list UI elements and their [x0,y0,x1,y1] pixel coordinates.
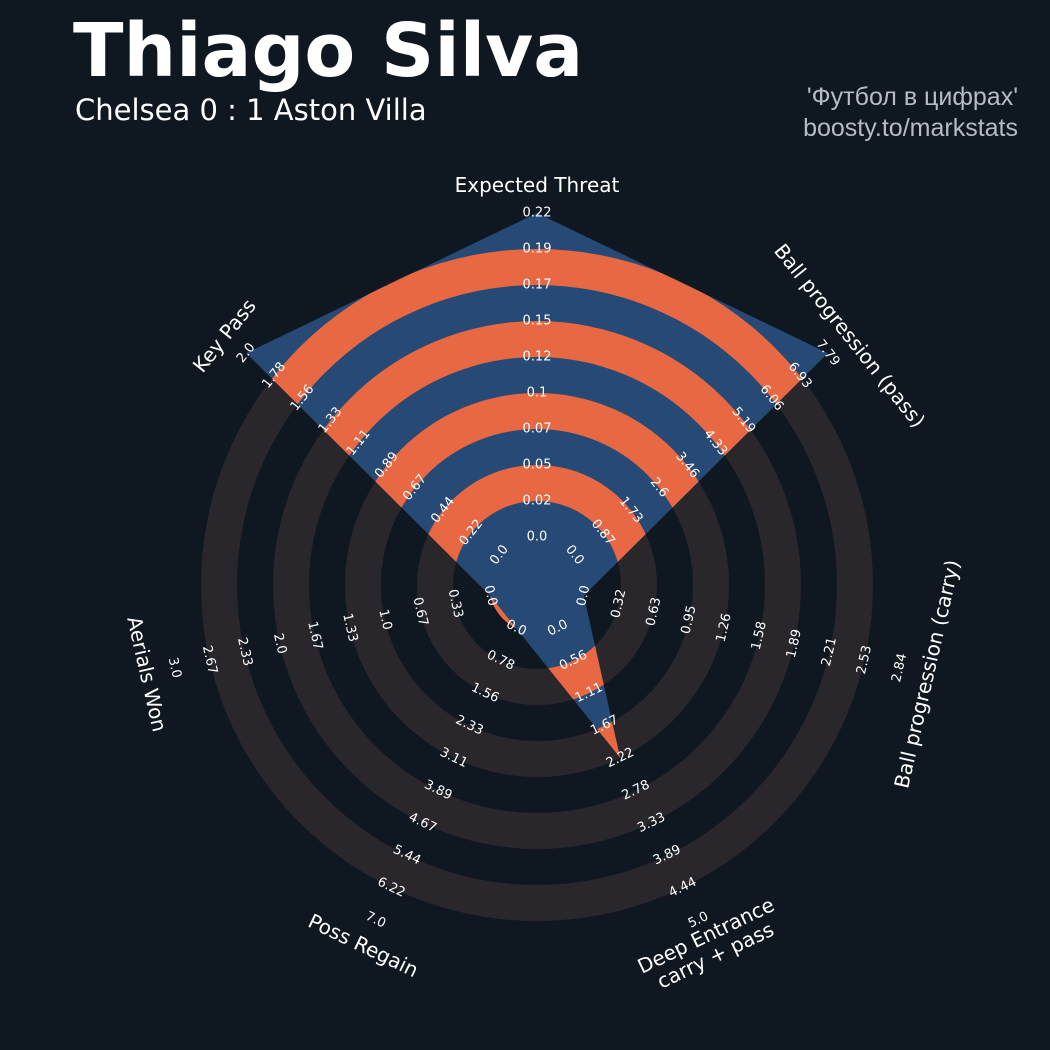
tick-label: 0.0 [574,584,593,608]
axis-label-line: Aerials Won [122,614,172,734]
credit-block: 'Футбол в цифрах' boosty.to/markstats [803,82,1018,143]
axis-label-line: Expected Threat [455,173,620,197]
tick-label: 0.19 [523,242,552,257]
tick-label: 0.33 [445,588,466,620]
player-name: Thiago Silva [73,8,584,94]
tick-label: 0.07 [523,422,552,437]
tick-label: 1.58 [749,620,770,652]
tick-label: 1.0 [375,608,394,632]
tick-label: 7.0 [363,909,388,931]
axis-label: Expected Threat [455,173,620,197]
credit-line-2: boosty.to/markstats [803,113,1018,142]
tick-label: 3.0 [165,656,184,680]
tick-label: 2.84 [889,652,910,684]
tick-label: 2.33 [234,636,255,668]
axis-label: Deep Entrancecarry + pass [634,892,788,998]
tick-label: 0.12 [523,350,552,365]
tick-label: 2.0 [234,340,259,366]
axis-label: Aerials Won [122,614,172,734]
tick-label: 1.26 [714,612,735,644]
tick-label: 0.32 [608,588,629,620]
match-title: Chelsea 0 : 1 Aston Villa [75,93,427,127]
tick-label: 2.53 [854,644,875,676]
tick-label: 0.0 [481,584,500,608]
tick-label: 0.95 [679,604,700,636]
tick-label: 2.67 [199,644,220,676]
tick-label: 2.0 [270,632,289,656]
tick-label: 2.21 [819,636,840,668]
tick-label: 0.17 [523,278,552,293]
axis-label: Key Pass [188,294,261,377]
tick-label: 0.15 [523,314,552,329]
tick-label: 0.22 [523,206,552,221]
tick-label: 0.67 [409,596,430,628]
tick-label: 0.02 [523,494,552,509]
tick-label: 0.0 [527,530,548,545]
tick-label: 1.89 [784,628,805,660]
tick-label: 0.63 [643,596,664,628]
axis-label-line: Key Pass [188,294,261,377]
tick-label: 1.67 [304,620,325,652]
credit-line-1: 'Футбол в цифрах' [806,83,1018,111]
tick-label: 1.33 [339,612,360,644]
tick-label: 0.05 [523,458,552,473]
tick-label: 0.1 [527,386,548,401]
